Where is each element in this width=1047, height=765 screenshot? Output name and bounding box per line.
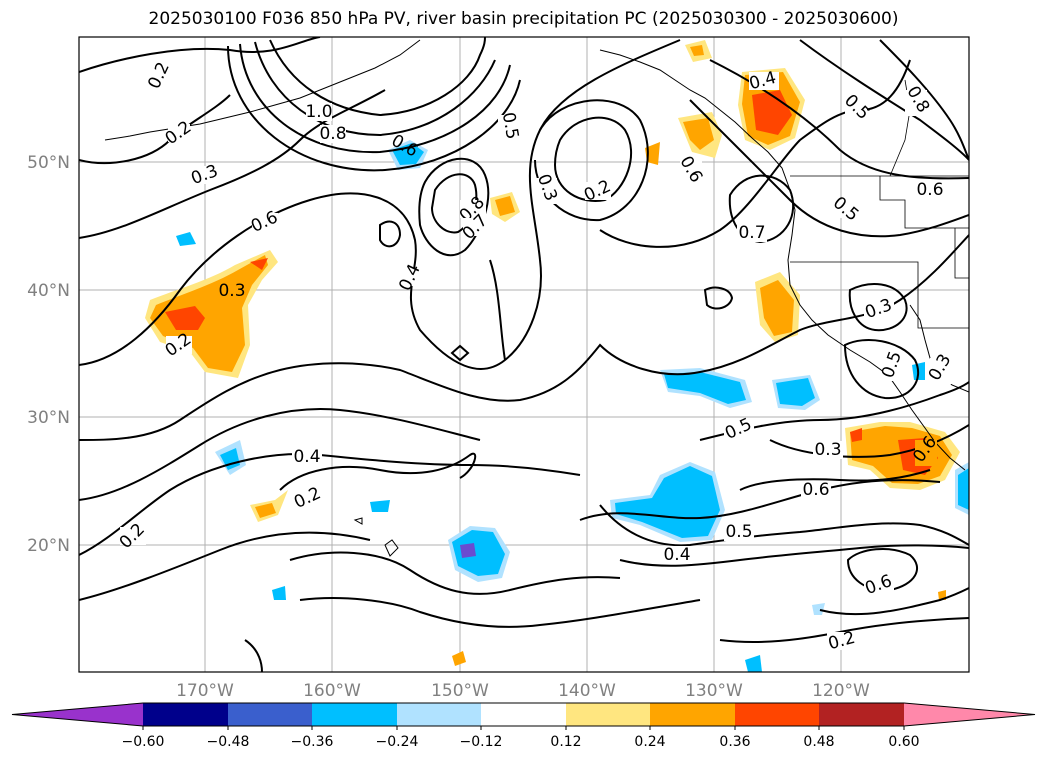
latitude-labels: 50°N 40°N 30°N 20°N: [27, 153, 70, 556]
colorbar-swatch: [650, 703, 735, 726]
contour-label: 0.5: [498, 111, 522, 141]
coastlines: [104, 39, 969, 557]
lon-label: 170°W: [176, 681, 234, 701]
lon-label: 160°W: [303, 681, 361, 701]
colorbar-swatch: [312, 703, 397, 726]
contour-label: 0.5: [725, 522, 752, 542]
colorbar-tick-label: −0.12: [460, 734, 503, 750]
colorbar: −0.60 −0.48 −0.36 −0.24 −0.12 0.12 0.24 0.36 0.4…: [11, 702, 1036, 750]
map-panel: 0.2 0.2 1.0 0.8 0.3 0.6 0.3 0.2 0.4 0.2 …: [79, 37, 969, 672]
colorbar-tick-label: −0.60: [122, 734, 165, 750]
contour-label: 0.7: [738, 223, 765, 243]
contour-label: 1.0: [305, 102, 332, 122]
contour-label: 0.6: [916, 180, 943, 200]
lon-label: 150°W: [431, 681, 489, 701]
lat-label: 30°N: [27, 408, 70, 428]
colorbar-swatch: [481, 703, 566, 726]
map-frame: [78, 36, 970, 673]
contour-label: 0.6: [802, 480, 829, 500]
lat-label: 40°N: [27, 281, 70, 301]
colorbar-tick-label: 0.36: [719, 734, 750, 750]
colorbar-swatch: [566, 703, 650, 726]
contour-label: 0.4: [293, 447, 320, 467]
pv-contours: [79, 37, 969, 672]
lon-label: 120°W: [812, 681, 870, 701]
colorbar-extend-low: [12, 703, 143, 726]
lon-label: 140°W: [558, 681, 616, 701]
borders: [790, 79, 969, 329]
contour-label: 0.3: [814, 440, 841, 460]
lon-label: 130°W: [685, 681, 743, 701]
colorbar-swatch: [228, 703, 312, 726]
longitude-labels: 170°W 160°W 150°W 140°W 130°W 120°W: [176, 681, 870, 701]
lat-label: 20°N: [27, 536, 70, 556]
colorbar-tick-label: −0.48: [207, 734, 250, 750]
map-title: 2025030100 F036 850 hPa PV, river basin …: [148, 9, 899, 29]
colorbar-tick-label: −0.36: [291, 734, 334, 750]
contour-label: 0.8: [319, 124, 346, 144]
colorbar-tick-label: 0.60: [888, 734, 919, 750]
colorbar-tick-label: 0.12: [550, 734, 581, 750]
colorbar-swatch: [819, 703, 904, 726]
colorbar-tick-label: −0.24: [376, 734, 419, 750]
colorbar-swatch: [397, 703, 481, 726]
colorbar-swatch: [735, 703, 819, 726]
colorbar-tick-label: 0.24: [634, 734, 665, 750]
contour-label: 0.4: [663, 545, 690, 565]
colorbar-extend-high: [904, 703, 1035, 726]
lat-label: 50°N: [27, 153, 70, 173]
colorbar-swatch: [143, 703, 228, 726]
colorbar-tick-label: 0.48: [803, 734, 834, 750]
contour-label: 0.3: [218, 281, 245, 301]
